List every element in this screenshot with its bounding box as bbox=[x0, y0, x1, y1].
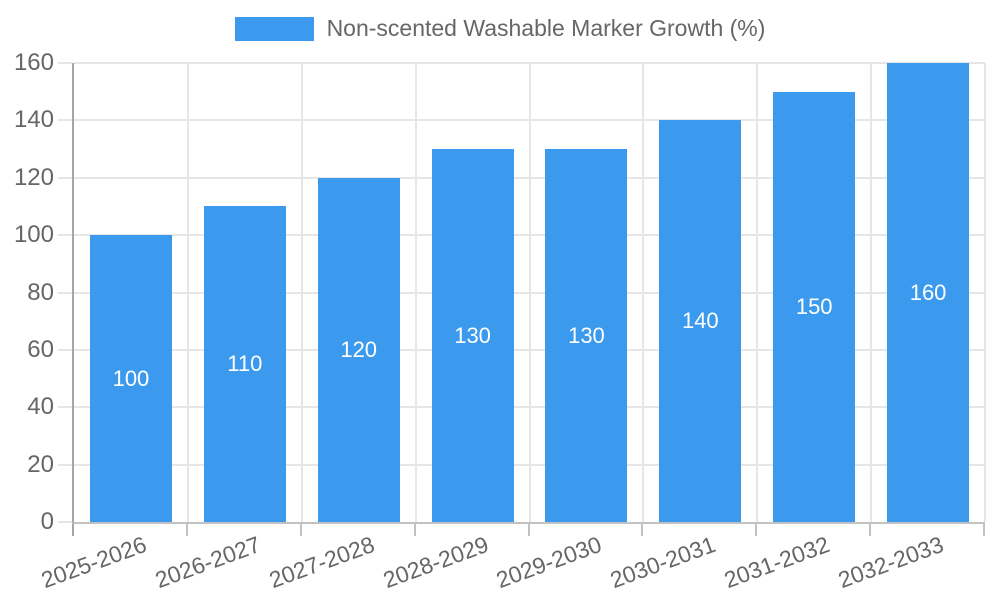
y-tick-mark bbox=[58, 291, 72, 294]
legend-label: Non-scented Washable Marker Growth (%) bbox=[326, 15, 766, 41]
grid-line-x bbox=[300, 63, 303, 522]
y-tick-mark bbox=[58, 62, 72, 64]
y-axis-tick-label: 140 bbox=[13, 106, 54, 134]
y-tick-mark bbox=[58, 521, 72, 523]
bar[interactable] bbox=[887, 63, 970, 522]
y-axis-tick-label: 40 bbox=[27, 393, 54, 421]
grid-line-x bbox=[528, 63, 531, 522]
legend[interactable]: Non-scented Washable Marker Growth (%) bbox=[0, 15, 1000, 42]
bar[interactable] bbox=[773, 91, 856, 522]
grid-line-x bbox=[186, 63, 189, 522]
x-axis-tick-label: 2032-2033 bbox=[834, 531, 947, 594]
x-tick-mark bbox=[527, 524, 530, 536]
y-axis-tick-label: 60 bbox=[27, 335, 54, 363]
y-tick-mark bbox=[58, 406, 72, 409]
y-axis-tick-label: 20 bbox=[27, 450, 54, 478]
y-tick-mark bbox=[58, 234, 72, 237]
x-tick-mark bbox=[413, 524, 416, 536]
y-axis-tick-label: 80 bbox=[27, 278, 54, 306]
x-axis-tick-label: 2025-2026 bbox=[37, 531, 150, 594]
x-tick-mark bbox=[755, 524, 758, 536]
plot-area bbox=[72, 62, 986, 524]
bar[interactable] bbox=[545, 149, 628, 522]
y-axis-tick-label: 0 bbox=[40, 508, 54, 535]
x-axis-tick-label: 2026-2027 bbox=[151, 531, 264, 594]
x-axis-tick-label: 2028-2029 bbox=[379, 531, 492, 594]
grid-line-x bbox=[642, 63, 645, 522]
y-axis-tick-label: 120 bbox=[13, 163, 54, 191]
y-tick-mark bbox=[58, 463, 72, 466]
bar[interactable] bbox=[89, 235, 172, 522]
grid-line-x bbox=[414, 63, 417, 522]
x-tick-mark bbox=[869, 524, 872, 536]
x-tick-mark bbox=[983, 524, 985, 536]
y-axis-tick-label: 160 bbox=[13, 49, 54, 76]
y-axis-tick-label: 100 bbox=[13, 221, 54, 249]
x-axis-tick-label: 2027-2028 bbox=[265, 531, 378, 594]
bar[interactable] bbox=[431, 149, 514, 522]
legend-swatch-icon bbox=[234, 16, 314, 41]
bar[interactable] bbox=[203, 206, 286, 522]
bar[interactable] bbox=[659, 120, 742, 522]
x-tick-mark bbox=[641, 524, 644, 536]
x-axis-tick-label: 2029-2030 bbox=[493, 531, 606, 594]
x-tick-mark bbox=[72, 524, 74, 536]
y-tick-mark bbox=[58, 176, 72, 179]
grid-line-x bbox=[984, 63, 986, 522]
y-tick-mark bbox=[58, 348, 72, 351]
bar[interactable] bbox=[317, 177, 400, 522]
grid-line-x bbox=[756, 63, 759, 522]
grid-line-x bbox=[870, 63, 873, 522]
y-tick-mark bbox=[58, 119, 72, 122]
x-tick-mark bbox=[185, 524, 188, 536]
x-axis-tick-label: 2031-2032 bbox=[720, 531, 834, 594]
x-axis-tick-label: 2030-2031 bbox=[606, 531, 720, 594]
x-tick-mark bbox=[299, 524, 302, 536]
